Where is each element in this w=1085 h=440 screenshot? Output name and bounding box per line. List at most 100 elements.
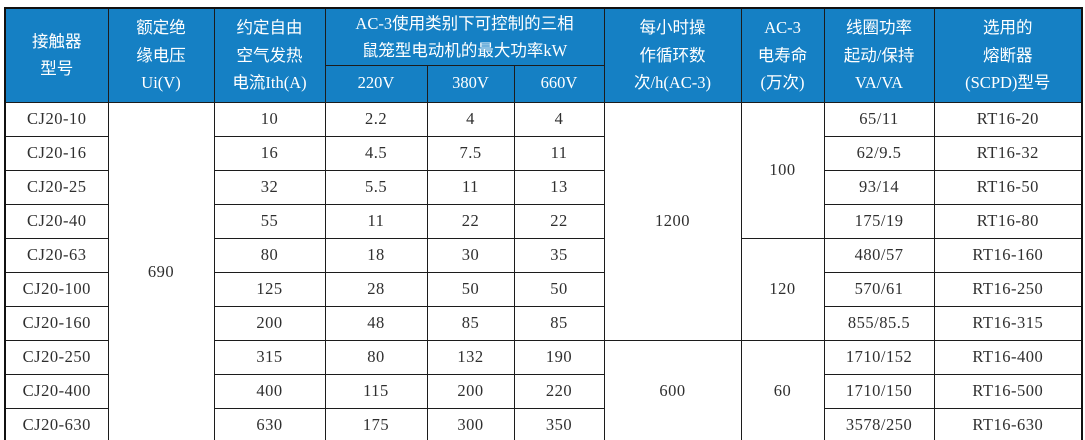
table-body: CJ20-10 690 10 2.2 4 4 1200 100 65/11 RT… (4, 101, 1083, 440)
cell-coil: 570/61 (823, 271, 935, 307)
cell-fuse: RT16-80 (933, 203, 1083, 239)
cell-fuse: RT16-20 (933, 101, 1083, 137)
cell-kw-380: 132 (426, 339, 515, 375)
cell-kw-660: 350 (513, 407, 605, 440)
cell-cycles-merged: 1200 (603, 101, 742, 341)
header-ith: 约定自由 空气发热 电流Ith(A) (213, 7, 326, 103)
cell-model: CJ20-25 (4, 169, 109, 205)
cell-kw-380: 50 (426, 271, 515, 307)
cell-fuse: RT16-50 (933, 169, 1083, 205)
cell-coil: 1710/152 (823, 339, 935, 375)
cell-kw-220: 18 (324, 237, 428, 273)
cell-cycles-merged: 600 (603, 339, 742, 440)
cell-life-merged: 60 (740, 339, 825, 440)
cell-kw-660: 35 (513, 237, 605, 273)
cell-kw-220: 115 (324, 373, 428, 409)
header-model: 接触器 型号 (4, 7, 109, 103)
table-row: CJ20-100 125 28 50 50 570/61 RT16-250 (4, 271, 1083, 307)
table-row: CJ20-40 55 11 22 22 175/19 RT16-80 (4, 203, 1083, 239)
header-220v: 220V (324, 64, 428, 103)
cell-coil: 93/14 (823, 169, 935, 205)
cell-ith: 315 (213, 339, 326, 375)
cell-life-merged: 100 (740, 101, 825, 239)
header-cycles: 每小时操 作循环数 次/h(AC-3) (603, 7, 742, 103)
cell-kw-220: 5.5 (324, 169, 428, 205)
table-row: CJ20-250 315 80 132 190 600 60 1710/152 … (4, 339, 1083, 440)
cell-kw-380: 22 (426, 203, 515, 239)
cell-coil: 1710/150 (823, 373, 935, 409)
table-row: CJ20-630 630 175 300 350 3578/250 RT16-6… (4, 407, 1083, 440)
header-life: AC-3 电寿命 (万次) (740, 7, 825, 103)
cell-kw-220: 175 (324, 407, 428, 440)
cell-kw-660: 11 (513, 135, 605, 171)
cell-kw-660: 22 (513, 203, 605, 239)
cell-coil: 175/19 (823, 203, 935, 239)
table-row: CJ20-10 690 10 2.2 4 4 1200 100 65/11 RT… (4, 101, 1083, 440)
header-coil: 线圈功率 起动/保持 VA/VA (823, 7, 935, 103)
cell-kw-380: 85 (426, 305, 515, 341)
cell-ith: 16 (213, 135, 326, 171)
cell-kw-380: 7.5 (426, 135, 515, 171)
cell-ith: 200 (213, 305, 326, 341)
header-power-group: AC-3使用类别下可控制的三相 鼠笼型电动机的最大功率kW (324, 7, 605, 66)
cell-ith: 80 (213, 237, 326, 273)
cell-ith: 10 (213, 101, 326, 137)
cell-kw-660: 13 (513, 169, 605, 205)
cell-kw-660: 50 (513, 271, 605, 307)
cell-model: CJ20-250 (4, 339, 109, 375)
cell-ith: 630 (213, 407, 326, 440)
cell-model: CJ20-630 (4, 407, 109, 440)
cell-ith: 55 (213, 203, 326, 239)
table-header: 接触器 型号 额定绝 缘电压 Ui(V) 约定自由 空气发热 电流Ith(A) … (4, 7, 1083, 103)
header-row-1: 接触器 型号 额定绝 缘电压 Ui(V) 约定自由 空气发热 电流Ith(A) … (4, 7, 1083, 103)
cell-ui-merged: 690 (107, 101, 215, 440)
cell-model: CJ20-40 (4, 203, 109, 239)
cell-fuse: RT16-250 (933, 271, 1083, 307)
cell-coil: 65/11 (823, 101, 935, 137)
table-row: CJ20-160 200 48 85 85 855/85.5 RT16-315 (4, 305, 1083, 341)
header-660v: 660V (513, 64, 605, 103)
cell-kw-660: 190 (513, 339, 605, 375)
cell-ith: 32 (213, 169, 326, 205)
cell-model: CJ20-100 (4, 271, 109, 307)
cell-kw-220: 80 (324, 339, 428, 375)
cell-fuse: RT16-500 (933, 373, 1083, 409)
cell-coil: 480/57 (823, 237, 935, 273)
cell-coil: 3578/250 (823, 407, 935, 440)
cell-kw-660: 85 (513, 305, 605, 341)
cell-kw-220: 48 (324, 305, 428, 341)
cell-kw-380: 30 (426, 237, 515, 273)
cell-model: CJ20-63 (4, 237, 109, 273)
cell-kw-220: 4.5 (324, 135, 428, 171)
cell-model: CJ20-10 (4, 101, 109, 137)
cell-kw-380: 200 (426, 373, 515, 409)
cell-kw-220: 11 (324, 203, 428, 239)
table-row: CJ20-63 80 18 30 35 120 480/57 RT16-160 (4, 237, 1083, 341)
cell-kw-380: 4 (426, 101, 515, 137)
cell-fuse: RT16-630 (933, 407, 1083, 440)
cell-model: CJ20-400 (4, 373, 109, 409)
header-fuse: 选用的 熔断器 (SCPD)型号 (933, 7, 1083, 103)
cell-kw-380: 11 (426, 169, 515, 205)
cell-model: CJ20-160 (4, 305, 109, 341)
cell-model: CJ20-16 (4, 135, 109, 171)
cell-ith: 400 (213, 373, 326, 409)
cell-life-merged: 120 (740, 237, 825, 341)
cell-kw-380: 300 (426, 407, 515, 440)
cell-coil: 62/9.5 (823, 135, 935, 171)
table-row: CJ20-400 400 115 200 220 1710/150 RT16-5… (4, 373, 1083, 409)
cell-kw-220: 2.2 (324, 101, 428, 137)
cell-coil: 855/85.5 (823, 305, 935, 341)
cell-fuse: RT16-315 (933, 305, 1083, 341)
header-ui: 额定绝 缘电压 Ui(V) (107, 7, 215, 103)
cell-kw-660: 220 (513, 373, 605, 409)
cell-fuse: RT16-160 (933, 237, 1083, 273)
header-380v: 380V (426, 64, 515, 103)
table-row: CJ20-25 32 5.5 11 13 93/14 RT16-50 (4, 169, 1083, 205)
cell-kw-660: 4 (513, 101, 605, 137)
cell-ith: 125 (213, 271, 326, 307)
header-row-2: 220V 380V 660V (5, 64, 1082, 103)
spec-table: 接触器 型号 额定绝 缘电压 Ui(V) 约定自由 空气发热 电流Ith(A) … (4, 7, 1084, 440)
cell-fuse: RT16-400 (933, 339, 1083, 375)
